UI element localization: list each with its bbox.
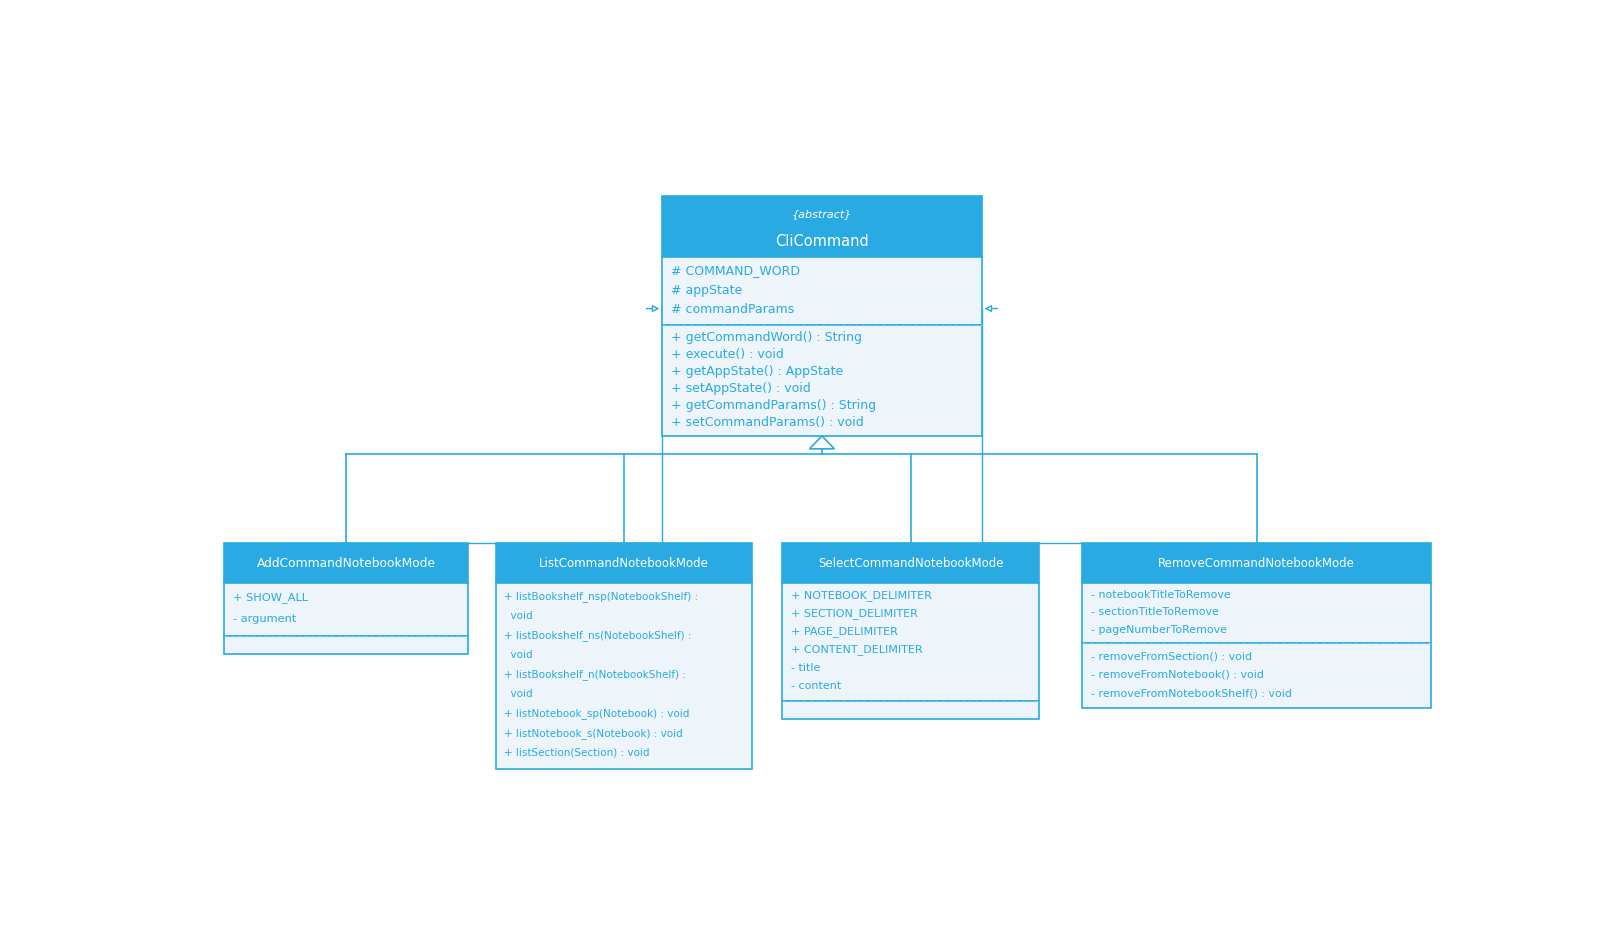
Text: + SHOW_ALL: + SHOW_ALL (233, 591, 307, 602)
Text: + PAGE_DELIMITER: + PAGE_DELIMITER (792, 625, 898, 637)
Text: # COMMAND_WORD: # COMMAND_WORD (671, 264, 800, 277)
Text: + SECTION_DELIMITER: + SECTION_DELIMITER (792, 608, 918, 618)
Text: - pageNumberToRemove: - pageNumberToRemove (1091, 624, 1227, 634)
Text: + listNotebook_s(Notebook) : void: + listNotebook_s(Notebook) : void (504, 728, 684, 738)
Text: - removeFromSection() : void: - removeFromSection() : void (1091, 651, 1252, 661)
Text: + listSection(Section) : void: + listSection(Section) : void (504, 747, 650, 757)
Text: + getCommandWord() : String: + getCommandWord() : String (671, 330, 861, 343)
Text: ListCommandNotebookMode: ListCommandNotebookMode (540, 557, 709, 570)
Bar (1083, 544, 1430, 583)
Text: + getAppState() : AppState: + getAppState() : AppState (671, 365, 844, 378)
Text: - removeFromNotebook() : void: - removeFromNotebook() : void (1091, 669, 1264, 679)
Text: + getCommandParams() : String: + getCommandParams() : String (671, 398, 876, 411)
Bar (1083, 644, 1430, 708)
Text: {abstract}: {abstract} (792, 209, 852, 219)
Bar (663, 258, 981, 326)
Bar (782, 544, 1039, 583)
Bar (1083, 583, 1430, 644)
Text: RemoveCommandNotebookMode: RemoveCommandNotebookMode (1159, 557, 1354, 570)
Text: + execute() : void: + execute() : void (671, 347, 784, 360)
Bar (496, 583, 753, 768)
Bar (663, 197, 981, 258)
Text: + listBookshelf_ns(NotebookShelf) :: + listBookshelf_ns(NotebookShelf) : (504, 629, 692, 640)
Text: CliCommand: CliCommand (776, 233, 869, 249)
Bar (225, 637, 469, 654)
Text: - sectionTitleToRemove: - sectionTitleToRemove (1091, 607, 1218, 616)
Text: + listBookshelf_nsp(NotebookShelf) :: + listBookshelf_nsp(NotebookShelf) : (504, 590, 698, 601)
Text: + setAppState() : void: + setAppState() : void (671, 381, 811, 394)
Text: void: void (504, 689, 533, 699)
Polygon shape (810, 436, 834, 449)
Text: + CONTENT_DELIMITER: + CONTENT_DELIMITER (792, 644, 923, 654)
Bar (782, 583, 1039, 701)
Text: + NOTEBOOK_DELIMITER: + NOTEBOOK_DELIMITER (792, 589, 932, 600)
Text: - title: - title (792, 663, 821, 672)
Text: # commandParams: # commandParams (671, 303, 795, 316)
Bar (225, 544, 469, 583)
Text: SelectCommandNotebookMode: SelectCommandNotebookMode (818, 557, 1004, 570)
Text: # appState: # appState (671, 283, 742, 296)
Text: - removeFromNotebookShelf() : void: - removeFromNotebookShelf() : void (1091, 688, 1293, 698)
Bar (663, 326, 981, 436)
Bar (225, 583, 469, 637)
Text: + listBookshelf_n(NotebookShelf) :: + listBookshelf_n(NotebookShelf) : (504, 668, 687, 679)
Text: + listNotebook_sp(Notebook) : void: + listNotebook_sp(Notebook) : void (504, 707, 690, 718)
Text: - argument: - argument (233, 613, 296, 624)
Bar (782, 701, 1039, 718)
Text: void: void (504, 650, 533, 660)
Text: void: void (504, 611, 533, 620)
Text: + setCommandParams() : void: + setCommandParams() : void (671, 416, 865, 429)
Text: AddCommandNotebookMode: AddCommandNotebookMode (257, 557, 436, 570)
Text: - notebookTitleToRemove: - notebookTitleToRemove (1091, 589, 1231, 599)
Text: - content: - content (792, 680, 842, 690)
Bar (496, 544, 753, 583)
